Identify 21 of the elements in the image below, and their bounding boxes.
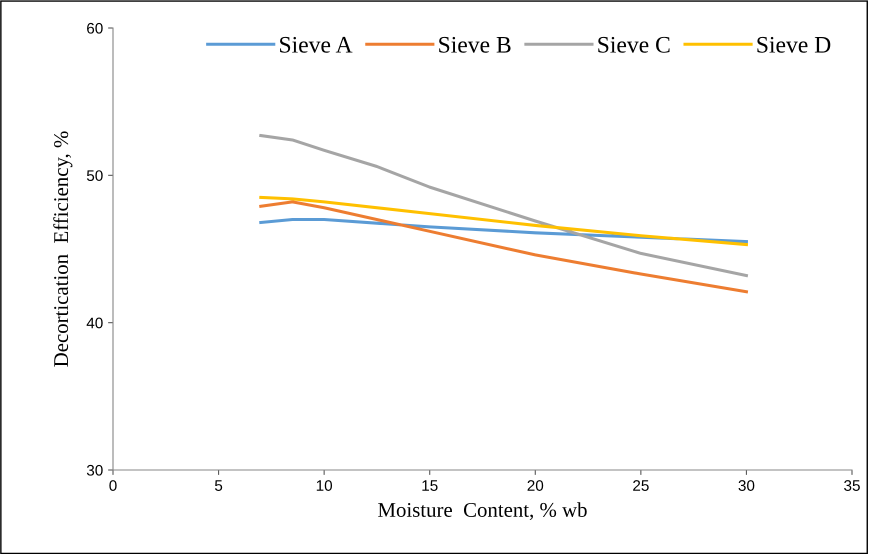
x-tick-label: 5 bbox=[214, 480, 222, 491]
legend-label: Sieve A bbox=[280, 36, 352, 53]
y-tick-label: 60 bbox=[87, 22, 103, 34]
x-tick-label: 15 bbox=[422, 480, 438, 491]
legend-label: Sieve C bbox=[598, 36, 670, 53]
line-series bbox=[259, 196, 748, 246]
legend-label: Sieve D bbox=[757, 36, 830, 53]
x-axis-title: Moisture Content, % wb bbox=[378, 502, 587, 520]
x-tick-label: 35 bbox=[844, 480, 860, 491]
x-tick-label: 0 bbox=[109, 480, 117, 491]
line-series bbox=[259, 200, 748, 294]
line-series bbox=[259, 134, 748, 278]
y-tick-label: 30 bbox=[86, 464, 103, 476]
x-tick-label: 30 bbox=[738, 480, 754, 491]
x-tick-label: 20 bbox=[528, 480, 544, 491]
y-axis-title: Decortication Efficiency, % bbox=[53, 131, 72, 367]
legend-label: Sieve B bbox=[439, 36, 511, 53]
x-tick-label: 25 bbox=[633, 480, 649, 491]
x-tick-label: 10 bbox=[316, 480, 332, 491]
y-tick-label: 50 bbox=[86, 170, 103, 182]
y-tick-label: 40 bbox=[86, 318, 103, 328]
